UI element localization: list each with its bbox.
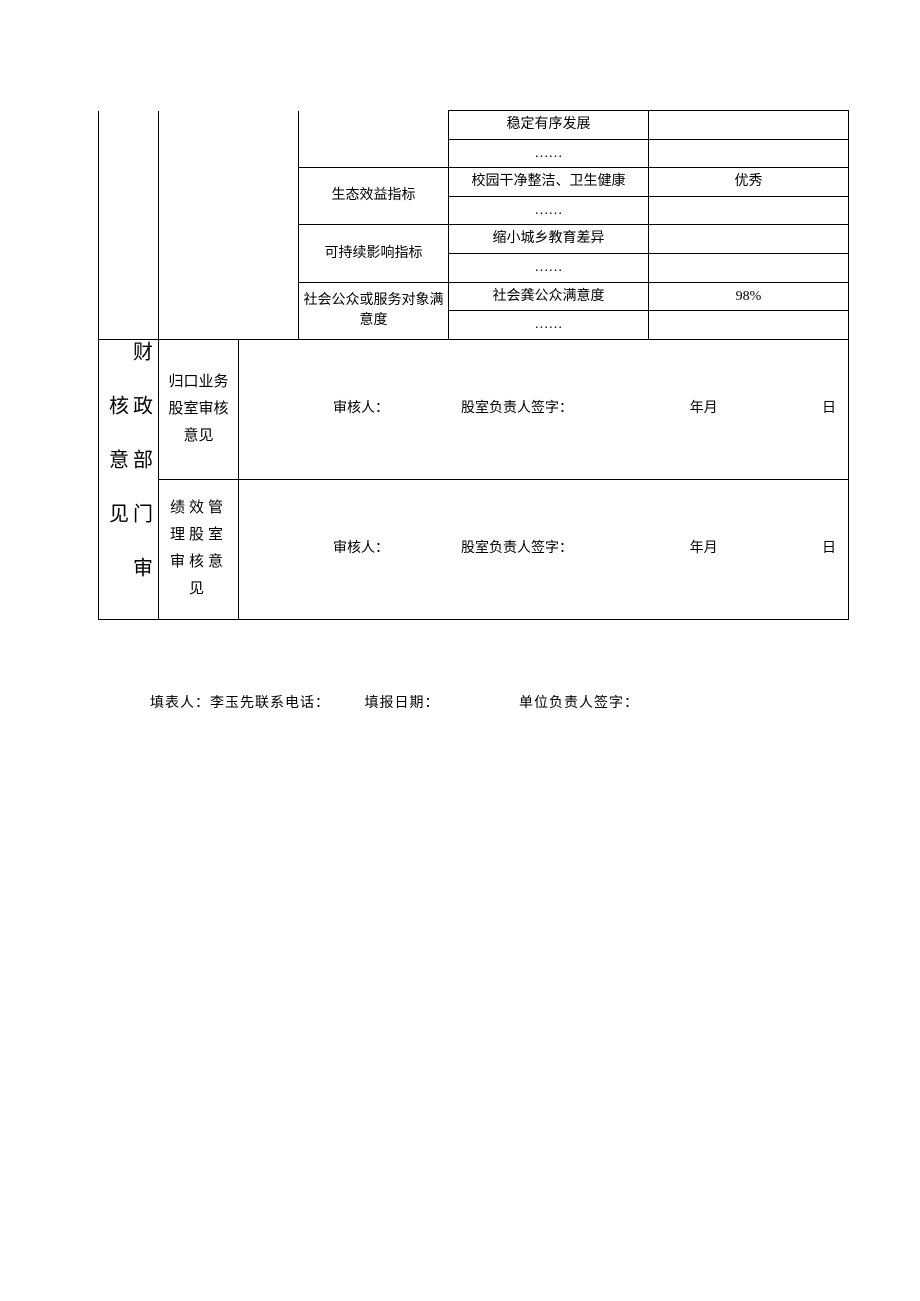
footer-date: 填报日期：	[365, 692, 515, 712]
approval-row-2: 绩效管理股室审核意见 审核人： 股室负责人签字： 年月 日	[99, 479, 849, 619]
sub-label-text: 绩效管理股室审核意见	[163, 495, 234, 603]
sig-reviewer-label: 审核人：	[333, 539, 461, 559]
approval-sub-label: 归口业务股室审核意见	[159, 339, 239, 479]
sig-yearmonth-label: 年月	[690, 399, 800, 419]
footer-unit-head: 单位负责人签字：	[519, 692, 719, 712]
cell-mid-spacer	[159, 111, 299, 340]
cell-value	[649, 225, 849, 254]
cell-category: 社会公众或服务对象满意度	[299, 282, 449, 339]
signature-line: 审核人： 股室负责人签字： 年月 日	[243, 399, 844, 419]
cell-value	[649, 311, 849, 340]
cell-value	[649, 139, 849, 168]
cell-indicator: 校园干净整洁、卫生健康	[449, 168, 649, 197]
signature-line: 审核人： 股室负责人签字： 年月 日	[243, 539, 844, 559]
cell-indicator: 稳定有序发展	[449, 111, 649, 140]
vertical-label-text: 财政部门审核意见	[105, 340, 153, 611]
cell-indicator: ……	[449, 311, 649, 340]
sig-day-label: 日	[799, 539, 836, 559]
performance-table: 稳定有序发展 …… 生态效益指标 校园干净整洁、卫生健康 优秀 …… 可持续影响…	[98, 110, 849, 620]
cell-indicator: ……	[449, 139, 649, 168]
cell-value: 98%	[649, 282, 849, 311]
document-page: 稳定有序发展 …… 生态效益指标 校园干净整洁、卫生健康 优秀 …… 可持续影响…	[0, 0, 920, 1301]
cell-value	[649, 196, 849, 225]
cell-value	[649, 111, 849, 140]
sig-day-label: 日	[799, 399, 836, 419]
approval-row-1: 财政部门审核意见 归口业务股室审核意见 审核人： 股室负责人签字： 年月 日	[99, 339, 849, 479]
cell-indicator: 社会龚公众满意度	[449, 282, 649, 311]
cell-value: 优秀	[649, 168, 849, 197]
footer-signature-line: 填表人：李玉先联系电话： 填报日期： 单位负责人签字：	[150, 692, 848, 712]
approval-signature-area: 审核人： 股室负责人签字： 年月 日	[239, 339, 849, 479]
sig-head-label: 股室负责人签字：	[461, 539, 690, 559]
cell-category: 可持续影响指标	[299, 225, 449, 282]
sig-yearmonth-label: 年月	[690, 539, 800, 559]
cell-left-spacer	[99, 111, 159, 340]
cell-indicator: ……	[449, 253, 649, 282]
sig-head-label: 股室负责人签字：	[461, 399, 690, 419]
approval-left-label: 财政部门审核意见	[99, 339, 159, 619]
footer-preparer: 填表人：李玉先联系电话：	[150, 692, 360, 712]
cell-value	[649, 253, 849, 282]
cell-category: 生态效益指标	[299, 168, 449, 225]
cell-category	[299, 111, 449, 168]
approval-signature-area: 审核人： 股室负责人签字： 年月 日	[239, 479, 849, 619]
sub-label-text: 归口业务股室审核意见	[163, 369, 234, 450]
cell-indicator: 缩小城乡教育差异	[449, 225, 649, 254]
approval-sub-label: 绩效管理股室审核意见	[159, 479, 239, 619]
table-row: 稳定有序发展	[99, 111, 849, 140]
sig-reviewer-label: 审核人：	[333, 399, 461, 419]
cell-indicator: ……	[449, 196, 649, 225]
